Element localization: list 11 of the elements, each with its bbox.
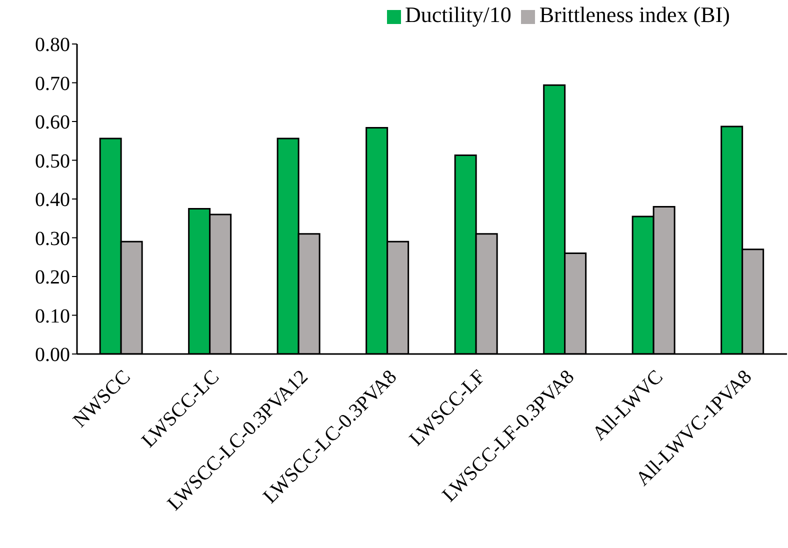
y-tick-label: 0.00 [35, 344, 70, 366]
y-tick-label: 0.50 [35, 150, 70, 172]
y-tick-label: 0.60 [35, 112, 70, 134]
y-tick-label: 0.20 [35, 266, 70, 289]
y-tick-label: 0.80 [35, 34, 70, 56]
y-tick-label: 0.40 [35, 189, 70, 212]
legend-label: Brittleness index (BI) [539, 2, 730, 27]
y-tick-label: 0.10 [35, 305, 70, 328]
legend-label: Ductility/10 [405, 2, 512, 27]
y-tick-label: 0.30 [35, 228, 70, 250]
y-tick-label: 0.70 [35, 72, 70, 95]
